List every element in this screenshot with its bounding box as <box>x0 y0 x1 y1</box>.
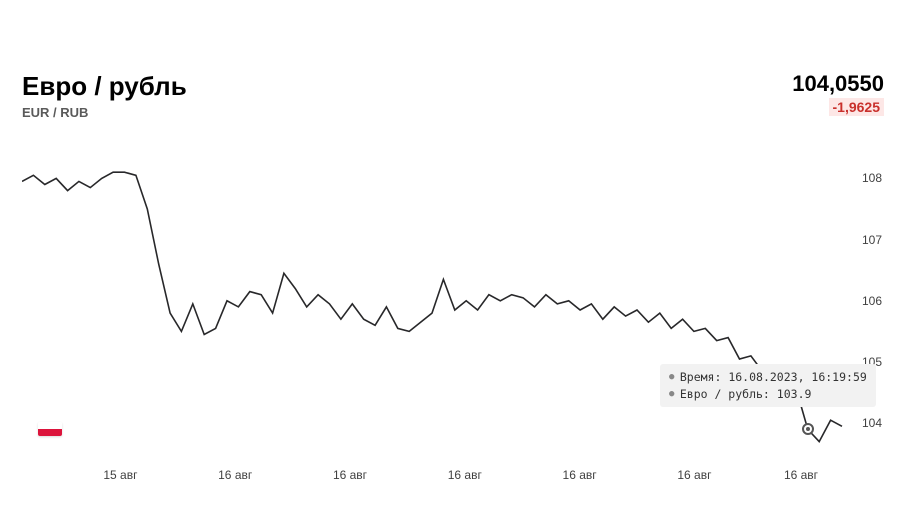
x-tick-label: 16 авг <box>563 468 597 482</box>
chart-title: Евро / рубль <box>22 72 187 101</box>
chart-header: Евро / рубль EUR / RUB 104,0550 -1,9625 <box>0 0 912 120</box>
chart-tooltip: Время: 16.08.2023, 16:19:59 Евро / рубль… <box>660 364 876 407</box>
y-tick-label: 107 <box>858 233 882 247</box>
tooltip-time-row: Время: 16.08.2023, 16:19:59 <box>669 369 867 386</box>
x-tick-label: 16 авг <box>784 468 818 482</box>
chart-plot-area[interactable]: 104105106107108 <box>22 160 882 460</box>
flag-top-stripe <box>38 422 62 429</box>
x-tick-label: 16 авг <box>448 468 482 482</box>
line-chart-svg <box>22 160 882 460</box>
x-tick-label: 16 авг <box>677 468 711 482</box>
y-tick-label: 108 <box>858 171 882 185</box>
tooltip-value-row: Евро / рубль: 103.9 <box>669 386 867 403</box>
price-change: -1,9625 <box>829 98 884 116</box>
y-tick-label: 104 <box>858 416 882 430</box>
x-tick-label: 16 авг <box>333 468 367 482</box>
x-tick-label: 15 авг <box>103 468 137 482</box>
flag-badge[interactable] <box>38 422 62 436</box>
y-tick-label: 106 <box>858 294 882 308</box>
header-left: Евро / рубль EUR / RUB <box>22 72 187 120</box>
tooltip-series-label: Евро / рубль: <box>680 387 770 401</box>
tooltip-time-value: 16.08.2023, 16:19:59 <box>728 370 866 384</box>
chart-marker-dot <box>802 423 814 435</box>
x-axis-labels: 15 авг 16 авг 16 авг 16 авг 16 авг 16 авг 16 а… <box>22 468 842 488</box>
header-right: 104,0550 -1,9625 <box>792 72 884 117</box>
tooltip-series-value: 103.9 <box>777 387 812 401</box>
chart-subtitle: EUR / RUB <box>22 105 187 120</box>
flag-bottom-stripe <box>38 429 62 436</box>
current-price: 104,0550 <box>792 72 884 96</box>
x-tick-label: 16 авг <box>218 468 252 482</box>
tooltip-time-label: Время: <box>680 370 722 384</box>
